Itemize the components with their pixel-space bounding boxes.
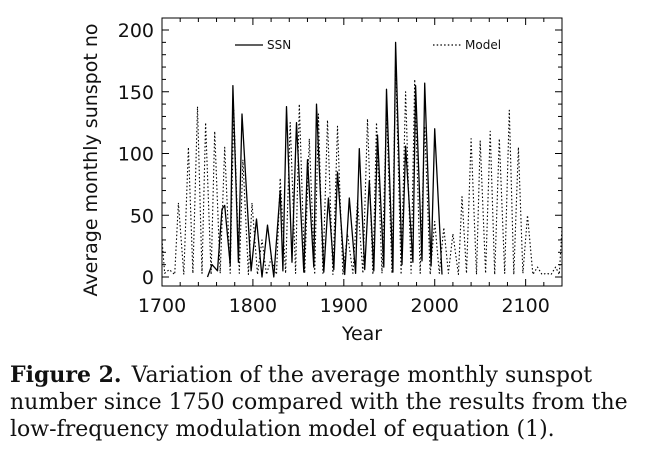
caption-label: Figure 2. bbox=[10, 362, 122, 388]
x-tick-label-1900: 1900 bbox=[320, 295, 368, 317]
y-tick-label-0: 0 bbox=[142, 267, 154, 289]
y-tick-label-150: 150 bbox=[118, 82, 154, 104]
series-line-ssn bbox=[206, 41, 443, 278]
plot-frame bbox=[161, 17, 563, 287]
y-axis-title: Average monthly sunspot no bbox=[80, 23, 102, 296]
caption-text: Variation of the average monthly sunspot… bbox=[10, 363, 628, 442]
x-tick-label-2000: 2000 bbox=[411, 295, 459, 317]
x-tick-label-1700: 1700 bbox=[138, 295, 186, 317]
sunspot-chart: 1700 1800 1900 2000 2100 0 50 100 150 200 SSN Mode… bbox=[80, 17, 563, 345]
legend-label-model: Model bbox=[465, 38, 501, 52]
figure-caption: Figure 2. Variation of the average monthl… bbox=[10, 362, 640, 443]
y-tick-label-100: 100 bbox=[118, 144, 154, 166]
y-tick-label-200: 200 bbox=[118, 20, 154, 42]
chart-figure: 1700 1800 1900 2000 2100 0 50 100 150 200 SSN Mode… bbox=[80, 17, 563, 345]
y-tick-label-50: 50 bbox=[130, 205, 154, 227]
x-axis-title: Year bbox=[341, 323, 382, 345]
legend-label-ssn: SSN bbox=[267, 38, 291, 52]
legend: SSN Model bbox=[235, 38, 501, 52]
x-tick-label-2100: 2100 bbox=[501, 295, 549, 317]
series-line-model bbox=[161, 60, 563, 276]
x-tick-label-1800: 1800 bbox=[229, 295, 277, 317]
